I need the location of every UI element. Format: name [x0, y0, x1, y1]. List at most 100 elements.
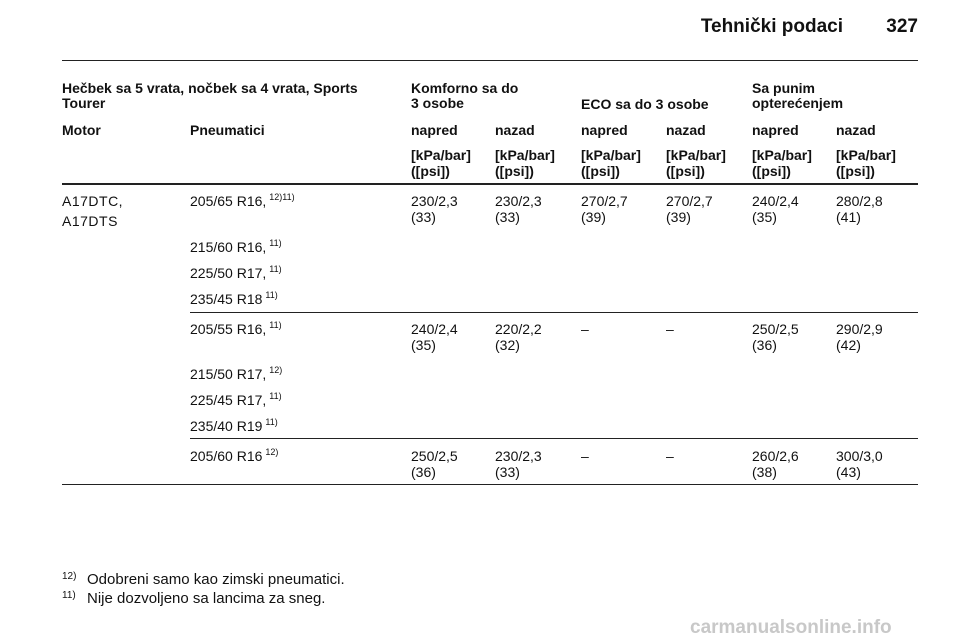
tyre: 235/45 R18 — [190, 291, 263, 307]
pressure: – — [666, 448, 674, 464]
pressure: 230/2,3 — [411, 193, 458, 209]
pressure: (42) — [836, 337, 861, 353]
tyre-size: 215/50 R17, 12) — [190, 365, 283, 383]
tyre: 215/60 R16, — [190, 239, 267, 255]
pressure: (39) — [666, 209, 691, 225]
rule — [62, 183, 918, 185]
pressure: – — [666, 321, 674, 337]
tyre: 225/50 R17, — [190, 265, 267, 281]
group-header: Sa punim — [752, 80, 816, 96]
group-header: Komforno sa do — [411, 80, 519, 96]
tyre: 205/60 R16 — [190, 448, 263, 464]
tyre: 205/55 R16, — [190, 321, 267, 337]
unit-label: ([psi]) — [666, 163, 705, 179]
tyre-size: 225/45 R17, 11) — [190, 391, 282, 409]
section-title: Tehnički podaci — [700, 16, 843, 37]
group-header: Hečbek sa 5 vrata, nočbek sa 4 vrata, Sp… — [62, 80, 358, 96]
tyre-size: 225/50 R17, 11) — [190, 264, 282, 282]
motor: A17DTS — [62, 213, 118, 229]
pressure: 250/2,5 — [411, 448, 458, 464]
column-header: napred — [411, 122, 458, 138]
pressure: 240/2,4 — [752, 193, 799, 209]
unit-label: ([psi]) — [581, 163, 620, 179]
pressure: 290/2,9 — [836, 321, 883, 337]
pressure: – — [581, 321, 589, 337]
pressure: 230/2,3 — [495, 448, 542, 464]
footnote-mark: 11) — [62, 590, 76, 601]
pressure: (38) — [752, 464, 777, 480]
footnote-ref: 11) — [269, 391, 282, 401]
pressure: 270/2,7 — [666, 193, 713, 209]
pressure: 240/2,4 — [411, 321, 458, 337]
footnote-text: Odobreni samo kao zimski pneumatici. — [87, 571, 345, 588]
pressure: 300/3,0 — [836, 448, 883, 464]
pressure: (36) — [411, 464, 436, 480]
pressure: 260/2,6 — [752, 448, 799, 464]
pressure: (32) — [495, 337, 520, 353]
pressure: 280/2,8 — [836, 193, 883, 209]
motor: A17DTC, — [62, 193, 124, 209]
column-header: Pneumatici — [190, 122, 265, 138]
footnote-ref: 11) — [269, 238, 282, 248]
column-header: nazad — [495, 122, 535, 138]
unit-label: [kPa/bar] — [836, 147, 896, 163]
group-header: ECO sa do 3 osobe — [581, 96, 709, 112]
column-header: Motor — [62, 122, 101, 138]
pressure: – — [581, 448, 589, 464]
unit-label: [kPa/bar] — [666, 147, 726, 163]
footnote-ref: 11) — [269, 264, 282, 274]
tyre: 225/45 R17, — [190, 392, 267, 408]
tyre-size: 205/60 R16 12) — [190, 447, 279, 465]
unit-label: ([psi]) — [495, 163, 534, 179]
pressure: (43) — [836, 464, 861, 480]
unit-label: ([psi]) — [411, 163, 450, 179]
footnote-ref: 11) — [265, 417, 278, 427]
rule — [190, 438, 918, 439]
page-number: 327 — [886, 16, 918, 37]
tyre-size: 235/45 R18 11) — [190, 290, 278, 308]
footnote-ref: 11) — [269, 320, 282, 330]
tyre-size: 235/40 R19 11) — [190, 417, 278, 435]
rule — [62, 60, 918, 61]
pressure: 270/2,7 — [581, 193, 628, 209]
pressure: 250/2,5 — [752, 321, 799, 337]
footnote-mark: 12) — [62, 571, 77, 582]
tyre: 215/50 R17, — [190, 366, 267, 382]
rule — [190, 312, 918, 313]
column-header: napred — [752, 122, 799, 138]
pressure: (41) — [836, 209, 861, 225]
pressure: (35) — [411, 337, 436, 353]
pressure: (33) — [495, 209, 520, 225]
pressure: 220/2,2 — [495, 321, 542, 337]
unit-label: [kPa/bar] — [495, 147, 555, 163]
pressure: (33) — [411, 209, 436, 225]
unit-label: [kPa/bar] — [411, 147, 471, 163]
column-header: nazad — [666, 122, 706, 138]
footnote-ref: 12) — [269, 365, 283, 375]
unit-label: [kPa/bar] — [752, 147, 812, 163]
group-header: opterećenjem — [752, 95, 844, 111]
footnote-text: Nije dozvoljeno sa lancima za sneg. — [87, 590, 326, 607]
pressure: (33) — [495, 464, 520, 480]
group-header: 3 osobe — [411, 95, 464, 111]
column-header: napred — [581, 122, 628, 138]
footnote-ref: 11) — [265, 290, 278, 300]
pressure: (36) — [752, 337, 777, 353]
unit-label: ([psi]) — [836, 163, 875, 179]
watermark: carmanualsonline.info — [690, 617, 892, 638]
pressure: (35) — [752, 209, 777, 225]
footnote-ref: 12)11) — [269, 192, 295, 202]
tyre-size: 205/55 R16, 11) — [190, 320, 282, 338]
unit-label: ([psi]) — [752, 163, 791, 179]
tyre: 235/40 R19 — [190, 418, 263, 434]
tyre-size: 215/60 R16, 11) — [190, 238, 282, 256]
footnote-ref: 12) — [265, 447, 279, 457]
pressure: 230/2,3 — [495, 193, 542, 209]
unit-label: [kPa/bar] — [581, 147, 641, 163]
column-header: nazad — [836, 122, 876, 138]
pressure: (39) — [581, 209, 606, 225]
tyre: 205/65 R16, — [190, 193, 267, 209]
tyre-size: 205/65 R16, 12)11) — [190, 192, 295, 210]
rule — [62, 484, 918, 485]
